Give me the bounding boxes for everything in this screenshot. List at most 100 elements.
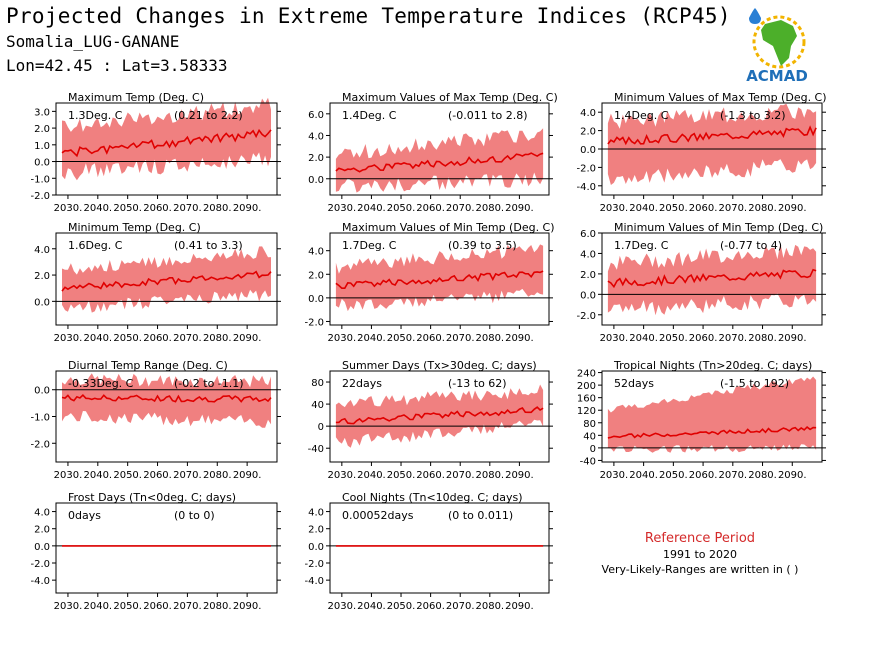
x-tick-label: 2070. (446, 203, 475, 214)
range-band (607, 103, 817, 185)
y-tick-label: 0.0 (34, 297, 50, 308)
logo-text: ACMAD (746, 67, 808, 85)
x-tick-label: 2080. (475, 333, 504, 344)
chart-title: Frost Days (Tn<0deg. C; days) (68, 491, 236, 504)
y-tick-label: 80 (311, 378, 324, 389)
likely-range-label: (-0.2 to -1.1) (174, 377, 244, 390)
x-tick-label: 2090. (778, 203, 807, 214)
y-tick-label: 4.0 (308, 508, 324, 519)
x-tick-label: 2080. (203, 470, 232, 481)
chart-panel: -2.0 -1.0 0.0 2030. 2040. 2050. 2060. 2070. 2080… (30, 359, 281, 481)
mean-change-label: 0.00052days (342, 509, 414, 522)
mean-line (61, 393, 272, 403)
x-tick-label: 2090. (233, 203, 262, 214)
y-tick-label: 0.0 (34, 542, 50, 553)
page-title: Projected Changes in Extreme Temperature… (6, 4, 731, 28)
x-tick-label: 2060. (416, 333, 445, 344)
y-tick-label: 160 (577, 394, 596, 405)
x-tick-label: 2090. (778, 333, 807, 344)
y-tick-label: -1.0 (30, 174, 50, 185)
mean-change-label: 1.4Deg. C (614, 109, 669, 122)
x-tick-label: 2030. (328, 333, 357, 344)
y-tick-label: 40 (311, 400, 324, 411)
y-tick-label: 2.0 (308, 525, 324, 536)
plot-frame (329, 370, 550, 463)
x-tick-label: 2080. (748, 333, 777, 344)
reference-period-years: 1991 to 2020 (662, 548, 738, 561)
africa-map-sun-icon (749, 8, 806, 69)
x-tick-label: 2090. (233, 470, 262, 481)
mean-change-label: 1.4Deg. C (342, 109, 397, 122)
x-tick-label: 2060. (689, 333, 718, 344)
likely-range-label: (-0.77 to 4) (720, 239, 782, 252)
chart-panel: -4.0 -2.0 0.0 2.0 4.0 2030. 2040. 2050. 2060. 207… (576, 91, 826, 214)
chart-panel: 0.0 2.0 4.0 2030. 2040. 2050. 2060. 2070. 2080. 2… (34, 221, 281, 344)
y-tick-label: -2.0 (30, 191, 50, 202)
plot-frame (329, 102, 550, 196)
chart-title: Maximum Temp (Deg. C) (68, 91, 204, 104)
mean-line (61, 270, 272, 292)
likely-range-label: (-13 to 62) (448, 377, 507, 390)
x-tick-label: 2080. (475, 601, 504, 612)
mean-change-label: 22days (342, 377, 382, 390)
x-tick-label: 2030. (54, 470, 83, 481)
y-tick-label: 0 (318, 422, 324, 433)
x-tick-label: 2090. (505, 203, 534, 214)
x-tick-label: 2090. (505, 601, 534, 612)
chart-panel: 0.0 2.0 4.0 6.0 2030. 2040. 2050. 2060. 2070. 208… (308, 91, 558, 214)
y-tick-label: 0.0 (34, 158, 50, 169)
x-tick-label: 2050. (659, 470, 688, 481)
chart-panel: -2.0 0.0 2.0 4.0 6.0 2030. 2040. 2050. 2060. 2070… (576, 221, 826, 344)
x-tick-label: 2050. (387, 203, 416, 214)
y-tick-label: 4.0 (308, 247, 324, 258)
x-tick-label: 2030. (328, 470, 357, 481)
x-tick-label: 2070. (446, 470, 475, 481)
chart-title: Diurnal Temp Range (Deg. C) (68, 359, 228, 372)
mean-line (61, 128, 272, 158)
x-tick-label: 2080. (203, 601, 232, 612)
chart-title: Cool Nights (Tn<10deg. C; days) (342, 491, 523, 504)
x-tick-label: 2040. (629, 470, 658, 481)
mean-line (335, 270, 544, 290)
x-tick-label: 2090. (505, 470, 534, 481)
plot-frame (601, 370, 823, 463)
y-tick-label: 4.0 (34, 245, 50, 256)
chart-title: Maximum Values of Max Temp (Deg. C) (342, 91, 558, 104)
x-tick-label: 2030. (54, 333, 83, 344)
location-label: Somalia_LUG-GANANE (6, 32, 180, 51)
x-tick-label: 2090. (778, 470, 807, 481)
y-tick-label: -40 (308, 444, 324, 455)
x-tick-label: 2070. (446, 601, 475, 612)
y-tick-label: 4.0 (34, 508, 50, 519)
y-tick-label: 0.0 (580, 290, 596, 301)
x-tick-label: 2070. (173, 203, 202, 214)
plot-frame (329, 502, 550, 594)
chart-panel: -40 0 40 80 2030. 2040. 2050. 2060. 2070. 2080. 20… (308, 359, 553, 481)
x-tick-label: 2080. (203, 333, 232, 344)
y-tick-label: -40 (580, 456, 596, 467)
y-tick-label: -2.0 (576, 163, 596, 174)
chart-panel: -4.0 -2.0 0.0 2.0 4.0 2030. 2040. 2050. 2060. 207… (304, 491, 553, 612)
y-tick-label: -2.0 (30, 559, 50, 570)
y-tick-label: 200 (577, 381, 596, 392)
x-tick-label: 2050. (113, 601, 142, 612)
x-tick-label: 2040. (357, 601, 386, 612)
x-tick-label: 2040. (357, 203, 386, 214)
y-tick-label: 6.0 (580, 229, 596, 240)
mean-line (607, 125, 817, 146)
x-tick-label: 2060. (689, 470, 718, 481)
x-tick-label: 2060. (416, 601, 445, 612)
likely-range-label: (0.41 to 3.3) (174, 239, 243, 252)
x-tick-label: 2050. (113, 203, 142, 214)
y-tick-label: -1.0 (30, 413, 50, 424)
mean-line (607, 268, 817, 289)
y-tick-label: -2.0 (30, 439, 50, 450)
mean-change-label: 52days (614, 377, 654, 390)
y-tick-label: 4.0 (580, 249, 596, 260)
range-band (62, 97, 271, 181)
chart-title: Minimum Values of Max Temp (Deg. C) (614, 91, 827, 104)
y-tick-label: 2.0 (34, 525, 50, 536)
range-band (335, 128, 544, 193)
y-tick-label: -2.0 (304, 317, 324, 328)
